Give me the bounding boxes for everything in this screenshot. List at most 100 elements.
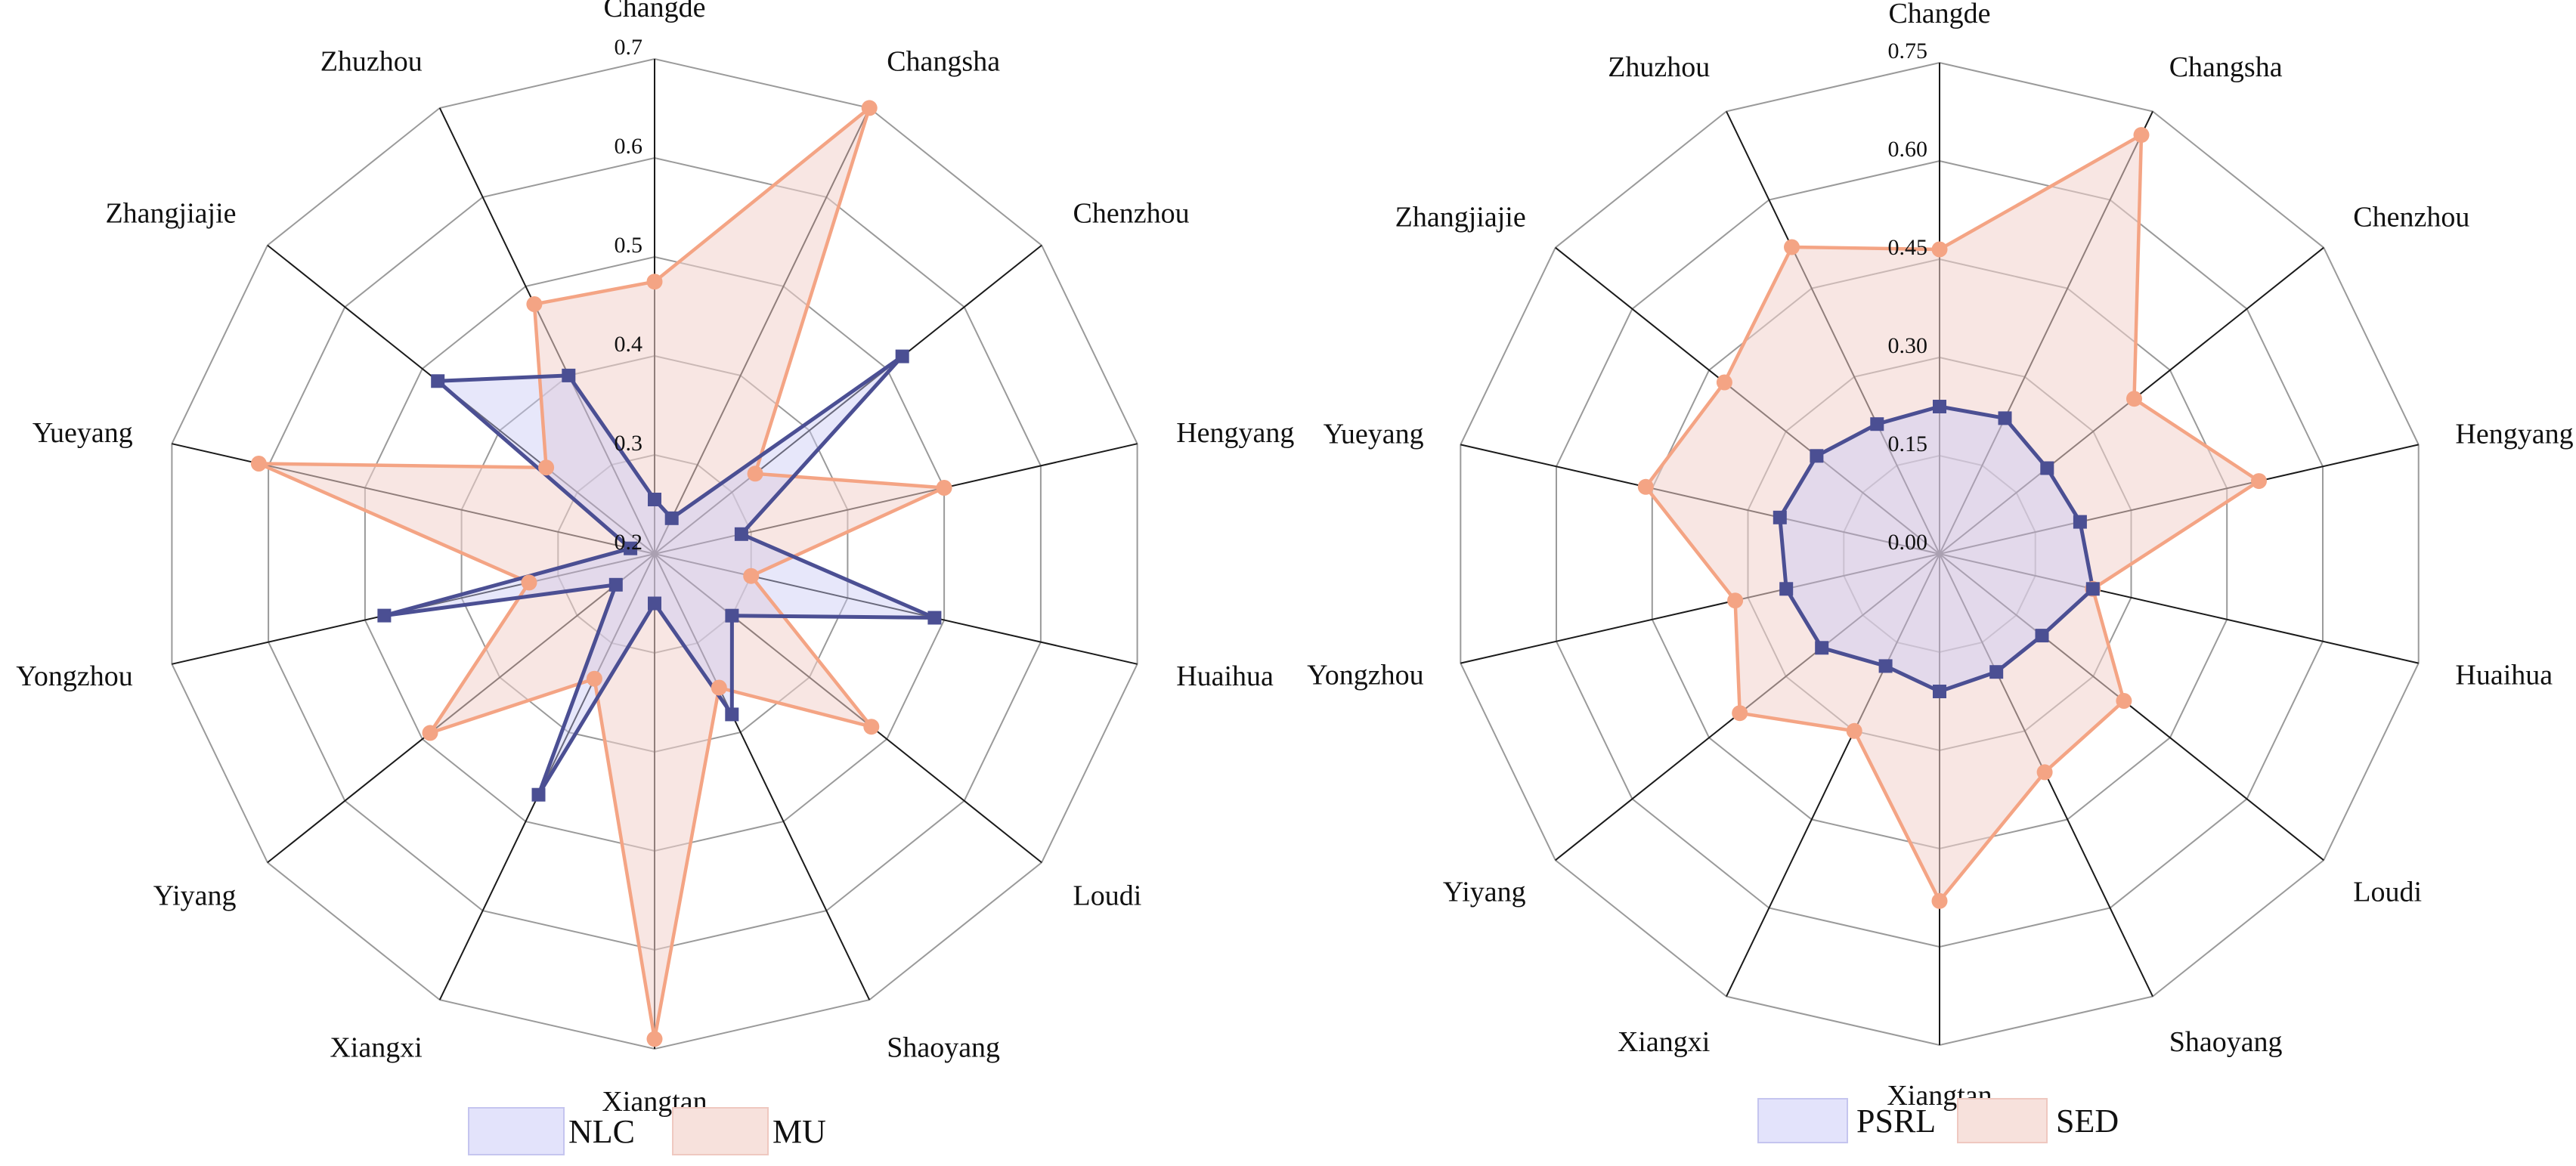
point-nlc-shaoyang	[725, 707, 739, 722]
point-sed-yiyang	[1732, 705, 1748, 722]
series-markers-psrl	[1773, 400, 2100, 698]
tick-label: 0.6	[615, 134, 643, 159]
legend-swatch-mu	[672, 1107, 769, 1155]
point-sed-yueyang	[1637, 478, 1654, 495]
series-area-nlc	[384, 356, 935, 795]
category-label-hengyang: Hengyang	[2455, 419, 2573, 450]
point-mu-loudi	[863, 719, 880, 735]
point-mu-zhuzhou	[526, 296, 543, 312]
point-mu-changde	[646, 274, 663, 290]
tick-label: 0.30	[1888, 333, 1928, 358]
point-mu-hengyang	[936, 480, 952, 496]
point-mu-xiangtan	[646, 1031, 663, 1047]
point-mu-yiyang	[422, 725, 438, 741]
radar-chart-nlc-mu: 0.2 0.3 0.4 0.5 0.6 0.7 Changde Changsha Chenzho…	[16, 0, 1294, 1118]
category-label-xiangxi: Xiangxi	[330, 1031, 422, 1063]
category-label-changde: Changde	[603, 0, 705, 23]
point-mu-xiangxi	[586, 670, 602, 687]
radar-chart-psrl-sed: 0.00 0.15 0.30 0.45 0.60 0.75ChangdeChangshaC…	[1307, 0, 2574, 1112]
tick-label: 0.75	[1888, 39, 1928, 63]
category-label-huaihua: Huaihua	[1176, 660, 1274, 692]
point-psrl-hengyang	[2073, 515, 2087, 529]
tick-label: 0.3	[615, 431, 643, 456]
point-nlc-hengyang	[734, 527, 748, 541]
tick-label: 0.2	[615, 530, 643, 555]
category-label-zhangjiajie: Zhangjiajie	[105, 198, 236, 230]
point-psrl-xiangtan	[1933, 685, 1946, 698]
category-label-yueyang: Yueyang	[33, 417, 133, 449]
tick-label: 0.4	[615, 332, 643, 357]
category-label-xiangxi: Xiangxi	[1618, 1026, 1710, 1058]
category-label-zhuzhou: Zhuzhou	[320, 46, 423, 78]
point-psrl-changsha	[1998, 411, 2012, 425]
category-label-chenzhou: Chenzhou	[1073, 198, 1190, 230]
point-nlc-chenzhou	[895, 349, 909, 363]
point-mu-changsha	[861, 100, 878, 116]
tick-label: 0.60	[1888, 137, 1928, 162]
series-area-psrl	[1779, 407, 2093, 691]
point-sed-shaoyang	[2036, 764, 2053, 781]
radial-tick-labels: 0.00 0.15 0.30 0.45 0.60 0.75	[1888, 39, 1928, 555]
point-psrl-loudi	[2035, 629, 2049, 643]
point-sed-zhuzhou	[1784, 239, 1800, 255]
point-sed-chenzhou	[2126, 391, 2142, 407]
tick-label: 0.5	[615, 233, 643, 258]
category-label-chenzhou: Chenzhou	[2353, 202, 2469, 234]
point-nlc-zhangjiajie	[431, 374, 445, 388]
category-label-loudi: Loudi	[1073, 880, 1142, 911]
category-label-yiyang: Yiyang	[1443, 876, 1526, 908]
category-label-shaoyang: Shaoyang	[887, 1031, 1000, 1063]
point-nlc-xiangxi	[531, 787, 546, 802]
series-markers-mu	[250, 100, 952, 1047]
series-markers-nlc	[377, 349, 942, 802]
point-sed-changde	[1931, 241, 1948, 258]
category-label-yongzhou: Yongzhou	[1307, 659, 1424, 691]
category-label-changsha: Changsha	[887, 46, 1000, 78]
point-sed-loudi	[2116, 693, 2132, 709]
point-mu-zhangjiajie	[538, 459, 555, 476]
point-psrl-zhuzhou	[1870, 417, 1884, 431]
point-sed-xiangxi	[1846, 722, 1862, 739]
point-sed-zhangjiajie	[1716, 374, 1732, 391]
legend-swatch-nlc	[468, 1107, 565, 1155]
point-nlc-changsha	[664, 511, 679, 525]
point-sed-hengyang	[2251, 473, 2267, 490]
point-psrl-yongzhou	[1779, 582, 1794, 596]
series-area-mu	[259, 107, 945, 1039]
point-mu-yueyang	[250, 456, 267, 472]
legend-swatch-psrl	[1757, 1098, 1848, 1143]
point-nlc-loudi	[725, 608, 739, 623]
category-label-shaoyang: Shaoyang	[2169, 1026, 2283, 1058]
category-label-changsha: Changsha	[2169, 51, 2283, 83]
legend-label-mu: MU	[772, 1113, 826, 1150]
point-nlc-changde	[648, 493, 661, 506]
category-labels: Changde Changsha Chenzhou Hengyang Huaihua Lo…	[16, 0, 1294, 1118]
tick-label: 0.15	[1888, 431, 1928, 456]
legend-label-sed: SED	[2056, 1103, 2119, 1140]
category-label-yongzhou: Yongzhou	[16, 660, 133, 692]
point-psrl-xiangxi	[1878, 659, 1893, 673]
legend-psrl-sed: PSRL SED	[1757, 1098, 2119, 1143]
tick-label: 0.00	[1888, 530, 1928, 555]
point-psrl-changde	[1933, 400, 1946, 413]
legend-label-nlc: NLC	[568, 1113, 635, 1150]
category-label-zhangjiajie: Zhangjiajie	[1395, 202, 1526, 234]
radial-tick-labels: 0.2 0.3 0.4 0.5 0.6 0.7	[615, 35, 643, 555]
point-nlc-yongzhou	[377, 608, 392, 623]
point-nlc-xiangtan	[648, 596, 661, 611]
point-nlc-zhuzhou	[562, 368, 576, 382]
series-area-sed	[1646, 135, 2259, 902]
point-sed-changsha	[2133, 127, 2150, 144]
category-label-yiyang: Yiyang	[153, 880, 237, 911]
category-labels: Changde Changsha Chenzhou Hengyang Huaihua Lo…	[1307, 0, 2574, 1112]
point-mu-chenzhou	[747, 465, 763, 482]
legend-label-psrl: PSRL	[1856, 1103, 1936, 1140]
legend-nlc-mu: NLC MU	[468, 1107, 826, 1155]
point-psrl-yiyang	[1815, 641, 1829, 655]
tick-label: 0.7	[615, 35, 643, 60]
tick-label: 0.45	[1888, 235, 1928, 260]
point-mu-huaihua	[743, 568, 760, 584]
category-label-huaihua: Huaihua	[2455, 659, 2553, 691]
point-psrl-chenzhou	[2040, 461, 2054, 475]
category-label-hengyang: Hengyang	[1176, 417, 1294, 449]
